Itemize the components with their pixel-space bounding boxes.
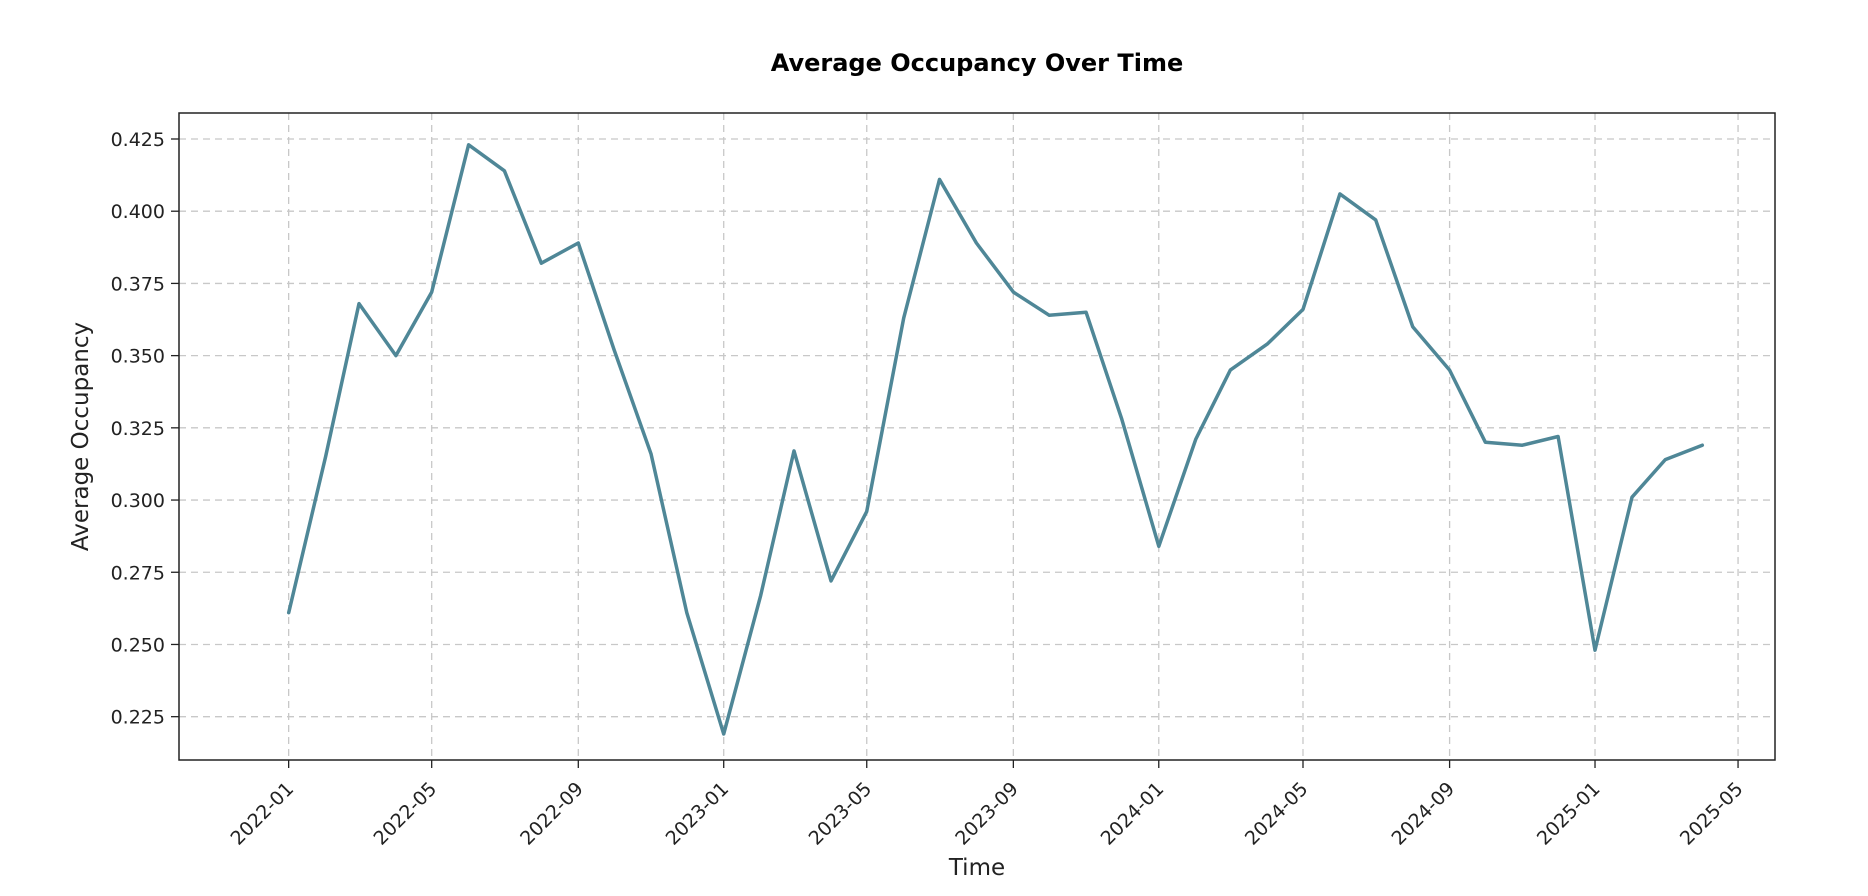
x-tick-label: 2022-09 [516, 778, 588, 850]
plot-frame [178, 112, 1776, 761]
x-tick-label: 2025-01 [1533, 778, 1605, 850]
x-tick-label: 2025-05 [1676, 778, 1748, 850]
y-tick-label: 0.275 [111, 562, 165, 584]
y-tick-label: 0.225 [111, 707, 165, 729]
chart-title: Average Occupancy Over Time [771, 49, 1184, 77]
series-layer [286, 143, 1705, 736]
y-tick-label: 0.350 [111, 346, 165, 368]
y-tick-label: 0.400 [111, 201, 165, 223]
y-tick-label: 0.375 [111, 273, 165, 295]
grid-layer [179, 113, 1775, 760]
tick-layer: 2022-01 2022-05 2022-09 2023-01 2023-05 2023-… [111, 129, 1748, 850]
x-tick-label: 2024-05 [1241, 778, 1313, 850]
x-tick-label: 2023-01 [662, 778, 734, 850]
x-tick-label: 2024-09 [1387, 778, 1459, 850]
x-axis-label: Time [948, 855, 1005, 881]
series-line [286, 143, 1705, 736]
y-axis-label: Average Occupancy [68, 322, 94, 551]
x-tick-label: 2022-05 [370, 778, 442, 850]
y-tick-label: 0.425 [111, 129, 165, 151]
x-tick-label: 2023-05 [805, 778, 877, 850]
x-tick-label: 2023-09 [951, 778, 1023, 850]
y-tick-label: 0.300 [111, 490, 165, 512]
x-tick-label: 2024-01 [1097, 778, 1169, 850]
x-tick-label: 2022-01 [226, 778, 298, 850]
y-tick-label: 0.325 [111, 418, 165, 440]
y-tick-label: 0.250 [111, 634, 165, 656]
